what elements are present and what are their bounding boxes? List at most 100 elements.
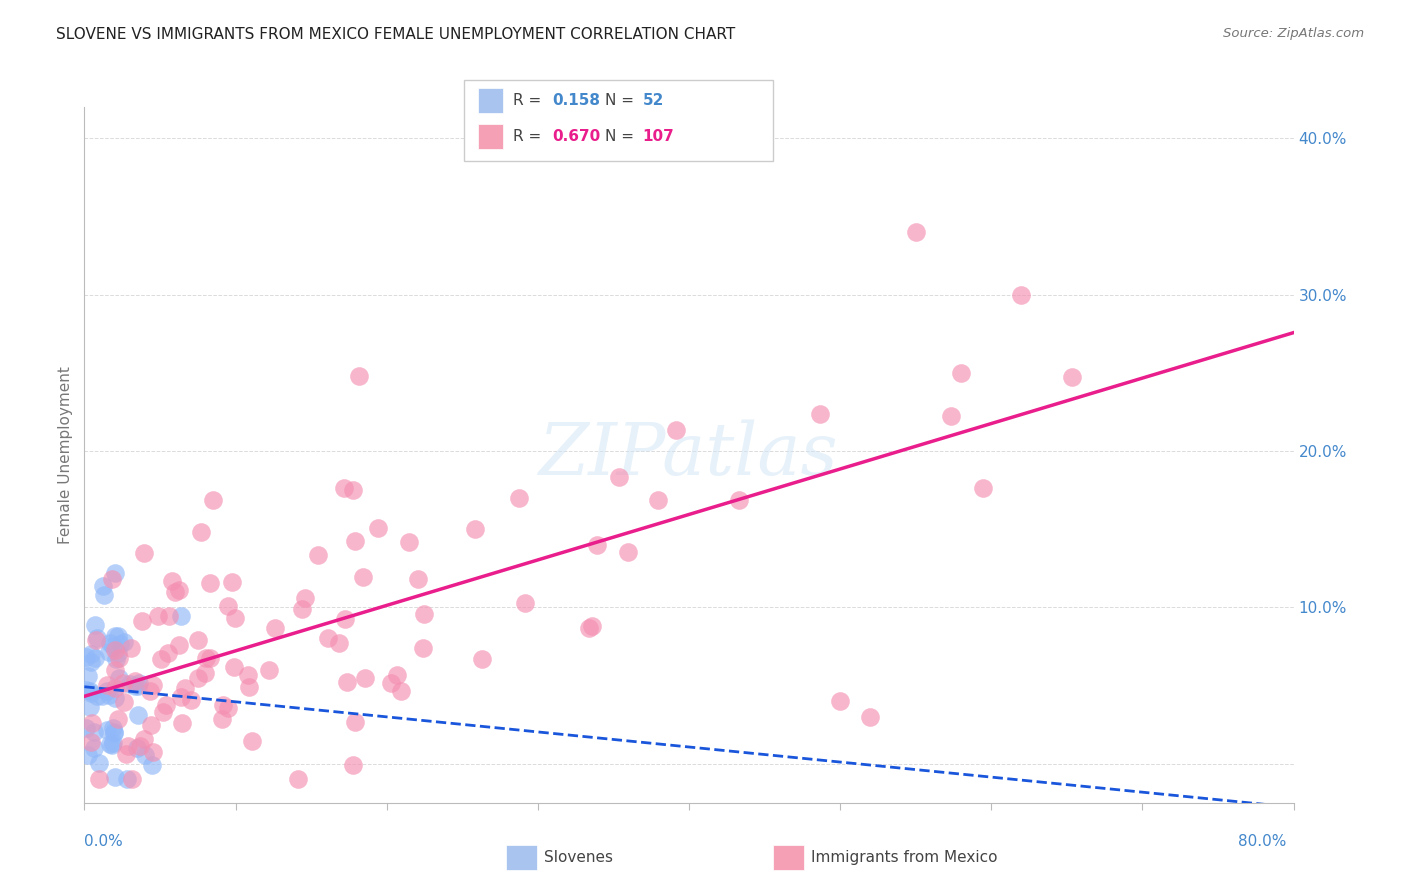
Point xyxy=(80,648,103,662)
Point xyxy=(98,636,121,650)
Point xyxy=(344,533,367,548)
Point xyxy=(170,609,193,624)
Point xyxy=(385,668,408,682)
Text: 107: 107 xyxy=(643,129,675,144)
Point xyxy=(155,698,177,712)
Text: Immigrants from Mexico: Immigrants from Mexico xyxy=(811,850,998,864)
Point xyxy=(211,712,233,726)
Point xyxy=(194,650,217,665)
Point xyxy=(859,710,882,724)
Point xyxy=(939,409,962,423)
Point xyxy=(87,772,110,787)
Point xyxy=(131,614,153,628)
Point xyxy=(508,491,530,505)
Point xyxy=(107,712,129,726)
Point xyxy=(187,633,209,648)
Point xyxy=(79,684,101,698)
Point xyxy=(83,725,105,739)
Point xyxy=(830,694,852,708)
Point xyxy=(335,612,357,626)
Y-axis label: Female Unemployment: Female Unemployment xyxy=(58,366,73,544)
Point xyxy=(152,705,174,719)
Point xyxy=(97,689,120,703)
Point xyxy=(412,640,434,655)
Point xyxy=(194,665,217,680)
Point xyxy=(108,637,131,651)
Point xyxy=(104,681,127,695)
Point xyxy=(808,407,831,421)
Point xyxy=(108,671,131,685)
Point xyxy=(76,747,98,762)
Point xyxy=(87,756,110,771)
Point xyxy=(221,574,243,589)
Point xyxy=(139,718,162,732)
Point xyxy=(406,572,429,586)
Point xyxy=(1060,369,1083,384)
Point xyxy=(128,676,150,690)
Point xyxy=(103,721,125,735)
Point xyxy=(134,748,156,763)
Point xyxy=(128,739,150,753)
Point xyxy=(581,619,603,633)
Point xyxy=(224,660,246,674)
Text: R =: R = xyxy=(513,94,547,108)
Point xyxy=(115,772,138,787)
Point xyxy=(238,681,260,695)
Text: Slovenes: Slovenes xyxy=(544,850,613,864)
Point xyxy=(80,735,103,749)
Point xyxy=(98,737,121,751)
Point xyxy=(108,650,131,665)
Point xyxy=(617,545,640,559)
Text: 0.158: 0.158 xyxy=(553,94,600,108)
Point xyxy=(180,693,202,707)
Point xyxy=(84,632,107,647)
Point xyxy=(104,629,127,643)
Point xyxy=(146,608,169,623)
Point xyxy=(607,470,630,484)
Point xyxy=(103,724,125,739)
Point xyxy=(464,522,486,536)
Point xyxy=(156,646,179,660)
Point xyxy=(349,368,371,383)
Point xyxy=(120,640,142,655)
Point xyxy=(342,758,364,772)
Point xyxy=(96,678,118,692)
Point xyxy=(367,521,389,535)
Point xyxy=(117,739,139,753)
Text: ZIPatlas: ZIPatlas xyxy=(538,419,839,491)
Point xyxy=(96,684,118,698)
Point xyxy=(104,690,127,705)
Point xyxy=(972,481,994,495)
Point xyxy=(103,566,125,580)
Text: 0.670: 0.670 xyxy=(553,129,600,144)
Point xyxy=(86,632,108,646)
Point xyxy=(75,650,97,665)
Point xyxy=(86,689,108,703)
Point xyxy=(157,609,180,624)
Point xyxy=(149,651,172,665)
Point xyxy=(170,690,193,704)
Point xyxy=(950,366,973,380)
Point xyxy=(124,673,146,688)
Point xyxy=(257,664,280,678)
Point xyxy=(343,714,366,729)
Point xyxy=(101,572,124,586)
Point xyxy=(132,731,155,746)
Point xyxy=(107,629,129,643)
Point xyxy=(200,651,222,665)
Text: Source: ZipAtlas.com: Source: ZipAtlas.com xyxy=(1223,27,1364,40)
Point xyxy=(389,684,412,698)
Point xyxy=(139,684,162,698)
Point xyxy=(586,538,609,552)
Point xyxy=(96,723,118,737)
Point xyxy=(169,638,191,652)
Point xyxy=(172,716,194,731)
Point xyxy=(217,599,239,613)
Point xyxy=(202,493,225,508)
Point xyxy=(127,679,149,693)
Point xyxy=(121,772,143,787)
Point xyxy=(103,771,125,785)
Point xyxy=(307,548,329,562)
Point xyxy=(104,652,127,666)
Point xyxy=(513,596,536,610)
